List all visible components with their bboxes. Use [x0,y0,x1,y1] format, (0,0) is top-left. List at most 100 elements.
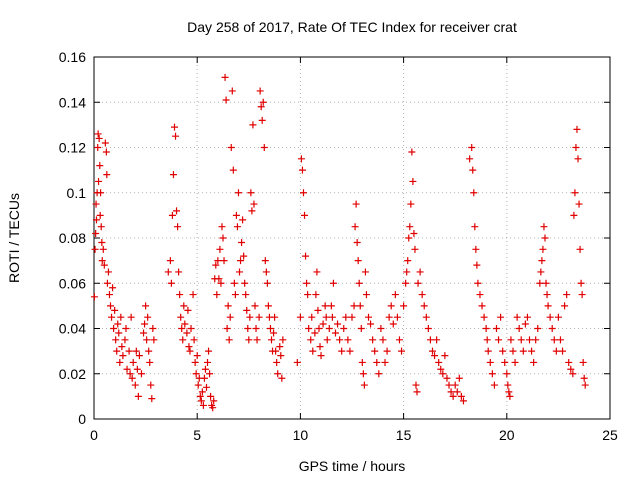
scatter-point [474,279,482,287]
scatter-point [90,293,98,301]
scatter-point [109,284,117,292]
scatter-point [115,329,123,337]
scatter-point [455,374,463,382]
scatter-point [569,370,577,378]
scatter-point [470,189,478,197]
scatter-point [255,313,263,321]
scatter-point [519,347,527,355]
scatter-point [561,302,569,310]
scatter-point [308,313,316,321]
scatter-point [398,347,406,355]
scatter-point [340,325,348,332]
scatter-point [247,189,255,197]
scatter-point [577,279,585,287]
scatter-point [236,268,244,276]
x-tick-label: 20 [499,427,515,443]
scatter-point [497,313,505,321]
scatter-point [276,343,284,351]
scatter-point [327,302,335,310]
scatter-point [264,302,272,310]
scatter-point [471,223,479,231]
scatter-point [241,279,249,287]
scatter-point [357,325,365,332]
scatter-point [426,336,434,344]
scatter-point [532,336,540,344]
scatter-point [216,245,224,253]
scatter-point [225,336,233,344]
scatter-point [309,347,317,355]
scatter-point [322,313,330,321]
y-tick-label: 0.06 [59,275,86,291]
scatter-point [377,325,385,332]
y-tick-label: 0.16 [59,49,86,65]
scatter-point [99,245,107,253]
y-tick-label: 0 [78,411,86,427]
scatter-point [129,358,137,366]
scatter-point [413,388,421,396]
scatter-point [146,358,154,366]
scatter-point [305,325,313,332]
scatter-point [538,257,546,265]
scatter-point [209,404,217,412]
scatter-point [472,245,480,253]
scatter-point [204,358,212,366]
scatter-point [224,302,232,310]
scatter-point [344,336,352,344]
scatter-point [567,365,575,373]
scatter-point [240,252,248,260]
scatter-point [314,306,322,314]
scatter-point [111,306,119,314]
scatter-point [176,291,184,299]
scatter-point [233,223,241,231]
scatter-point [501,358,509,366]
scatter-point [375,370,383,378]
scatter-point [548,325,556,332]
scatter-point [482,325,490,332]
scatter-point [196,392,204,400]
scatter-point [506,392,514,400]
scatter-point [186,347,194,355]
scatter-point [408,148,416,156]
scatter-point [492,325,500,332]
scatter-point [369,336,377,344]
scatter-point [219,234,227,242]
scatter-point [453,388,461,396]
scatter-point [541,234,549,242]
scatter-points [90,73,589,412]
scatter-point [228,87,236,95]
scatter-point [222,96,230,104]
scatter-point [118,343,126,351]
scatter-point [119,352,127,360]
scatter-point [526,336,534,344]
scatter-point [122,325,130,332]
scatter-point [108,313,116,321]
scatter-point [91,245,99,253]
scatter-point [187,325,195,332]
scatter-point [299,189,307,197]
scatter-point [513,313,521,321]
scatter-point [102,148,110,156]
scatter-point [214,257,222,265]
scatter-point [503,370,511,378]
scatter-point [537,268,545,276]
scatter-point [268,336,276,344]
scatter-point [312,291,320,299]
scatter-point [395,336,403,344]
scatter-point [435,358,443,366]
scatter-point [230,279,238,287]
scatter-point [473,261,481,269]
scatter-point [362,291,370,299]
scatter-point [536,279,544,287]
y-tick-label: 0.12 [59,140,86,156]
scatter-point [231,291,239,299]
scatter-point [581,381,589,389]
scatter-point [180,302,188,310]
scatter-point [546,313,554,321]
scatter-point [403,268,411,276]
scatter-point [273,358,281,366]
scatter-point [114,320,122,328]
scatter-point [484,347,492,355]
scatter-point [315,325,323,332]
scatter-point [303,279,311,287]
